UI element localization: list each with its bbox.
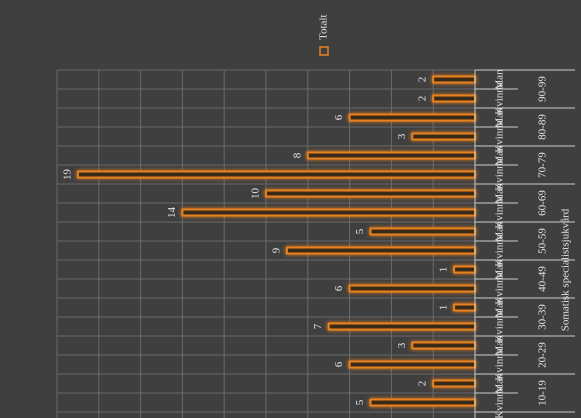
category-label: Man <box>494 335 506 356</box>
data-label: 1 <box>438 267 450 273</box>
category-label: Kvinna <box>494 386 506 418</box>
data-label: 2 <box>417 77 429 83</box>
group-label: 50-59 <box>537 228 549 254</box>
group-label: 80-89 <box>537 114 549 140</box>
bar <box>432 379 477 388</box>
data-label: 1 <box>438 305 450 311</box>
data-label: 2 <box>417 96 429 102</box>
bar <box>369 227 476 236</box>
legend-label: Totalt <box>318 14 330 40</box>
group-label: 40-49 <box>537 266 549 292</box>
data-label: 9 <box>270 247 282 253</box>
bar <box>348 284 477 293</box>
data-label: 6 <box>333 285 345 291</box>
data-label: 14 <box>166 207 178 219</box>
category-label: Kvinna <box>494 234 506 267</box>
category-label: Man <box>494 107 506 128</box>
data-label: 6 <box>333 361 345 367</box>
category-label: Man <box>494 259 506 280</box>
bar <box>327 322 477 331</box>
data-label: 5 <box>354 399 366 405</box>
data-label: 2 <box>417 381 429 387</box>
category-label: Man <box>494 297 506 318</box>
bar <box>348 360 477 369</box>
bar <box>453 303 477 312</box>
data-label: 10 <box>250 188 262 200</box>
data-label: 3 <box>396 133 408 139</box>
bar <box>306 151 476 160</box>
category-label: Man <box>494 69 506 90</box>
bar <box>432 75 477 84</box>
bar <box>76 170 477 179</box>
category-label: Kvinna <box>494 158 506 191</box>
data-label: 19 <box>61 169 73 181</box>
bar <box>411 341 476 350</box>
data-label: 6 <box>333 114 345 120</box>
legend-swatch <box>319 46 329 56</box>
data-label: 7 <box>312 323 324 329</box>
group-label: 70-79 <box>537 152 549 178</box>
category-label: Man <box>494 221 506 242</box>
group-label: 90-99 <box>537 76 549 102</box>
group-label: 20-29 <box>537 342 549 368</box>
category-label: Man <box>494 183 506 204</box>
category-label: Man <box>494 145 506 166</box>
data-label: 8 <box>291 152 303 158</box>
category-label: Kvinna <box>494 196 506 229</box>
category-label: Kvinna <box>494 272 506 305</box>
category-label: Kvinna <box>494 82 506 115</box>
group-label: 10-19 <box>537 380 549 406</box>
category-label: Man <box>494 373 506 394</box>
bar <box>432 94 477 103</box>
data-label: 3 <box>396 342 408 348</box>
bar <box>369 398 476 407</box>
category-label: Kvinna <box>494 310 506 343</box>
bar <box>411 132 476 141</box>
axis-title: Somatisk specialistsjukvård <box>560 208 572 331</box>
bar <box>265 189 476 198</box>
bar <box>181 208 476 217</box>
group-label: 60-69 <box>537 190 549 216</box>
bar <box>453 265 477 274</box>
bar <box>348 113 477 122</box>
group-label: 30-39 <box>537 304 549 330</box>
bar <box>285 246 476 255</box>
category-label: Kvinna <box>494 348 506 381</box>
category-label: Kvinna <box>494 120 506 153</box>
data-label: 5 <box>354 228 366 234</box>
